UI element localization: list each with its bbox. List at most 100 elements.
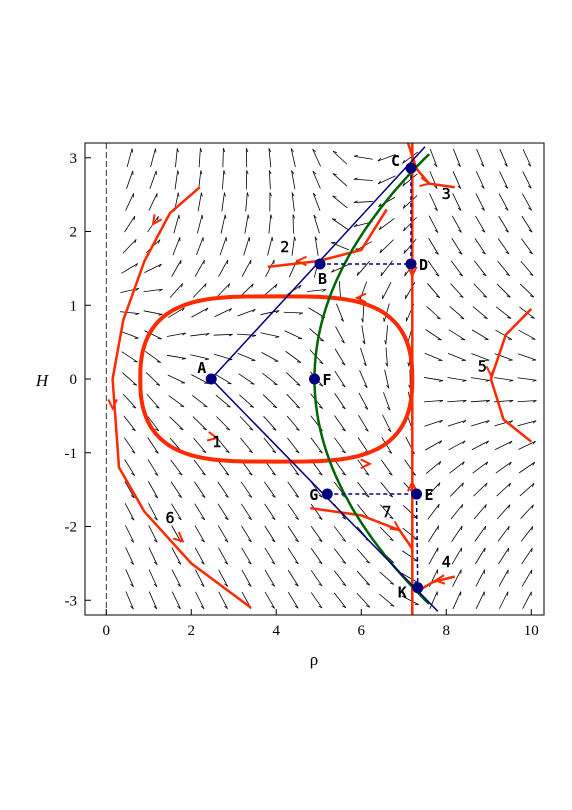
point-label-g: G (309, 486, 318, 504)
field-arrow (171, 547, 182, 565)
field-arrow (171, 259, 182, 277)
field-arrow (171, 569, 182, 587)
field-arrow-head (200, 583, 205, 587)
field-arrow (126, 170, 134, 189)
field-arrow-head (274, 284, 278, 288)
trajectory-label-4: 4 (442, 553, 451, 571)
field-arrow (476, 148, 485, 167)
field-arrow (239, 394, 254, 408)
point-label-d: D (419, 256, 428, 274)
field-arrow-head (248, 517, 252, 521)
field-arrow (377, 175, 396, 185)
field-arrow (499, 148, 508, 167)
field-arrow-head (508, 504, 511, 509)
field-arrow-head (457, 163, 461, 167)
field-arrow (334, 370, 346, 388)
field-arrow (244, 214, 249, 234)
field-arrow-head (353, 223, 358, 227)
field-arrow (175, 148, 178, 168)
field-arrow-head (331, 269, 335, 273)
x-tick-label: 0 (103, 623, 111, 639)
field-arrow-head (132, 383, 137, 386)
field-arrow (267, 236, 273, 256)
field-arrow (292, 214, 294, 234)
field-arrow-head (403, 249, 406, 254)
field-arrow-head (509, 379, 514, 382)
y-tick-label: 1 (70, 298, 78, 314)
field-arrow (191, 374, 209, 384)
field-arrow-head (342, 539, 346, 542)
field-arrow (473, 482, 488, 497)
field-arrow-head (532, 441, 536, 445)
field-arrow (143, 288, 163, 293)
field-arrow-head (459, 295, 464, 298)
field-arrow (429, 193, 438, 211)
field-arrow (362, 303, 365, 323)
field-arrow (331, 218, 349, 230)
field-arrow (358, 414, 369, 432)
field-arrow-head (380, 271, 383, 277)
field-arrow-head (181, 307, 185, 312)
field-arrow (426, 482, 441, 497)
field-arrow-head (181, 358, 186, 360)
field-arrow (517, 377, 537, 381)
field-arrow (385, 325, 389, 345)
field-arrow-head (438, 461, 442, 466)
field-arrow-head (290, 148, 294, 152)
field-arrow (218, 569, 229, 587)
field-arrow-head (322, 289, 327, 292)
field-arrow-head (155, 406, 160, 409)
field-arrow-head (460, 317, 465, 320)
field-arrow (287, 569, 299, 587)
field-arrow (287, 547, 299, 565)
field-arrow-head (341, 428, 346, 432)
field-arrow (379, 593, 395, 607)
field-arrow-head (224, 214, 227, 219)
field-arrow-head (402, 182, 406, 187)
field-arrow (120, 330, 139, 339)
field-arrow-head (312, 148, 316, 153)
field-arrow-head (403, 227, 406, 232)
field-arrow (402, 527, 418, 540)
field-arrow (124, 459, 135, 476)
field-arrow-head (504, 163, 508, 167)
field-arrow (379, 239, 394, 254)
field-arrow-head (203, 405, 208, 408)
field-arrow (146, 415, 160, 432)
field-arrow (471, 353, 490, 361)
field-arrow-head (318, 561, 323, 565)
field-arrow-head (248, 494, 253, 498)
field-arrow-head (247, 561, 252, 565)
field-arrow (148, 591, 158, 610)
field-arrow-head (356, 271, 359, 276)
y-axis-title: H (35, 371, 50, 390)
field-arrow (148, 547, 158, 565)
field-arrow (382, 414, 392, 432)
field-arrow (120, 287, 139, 294)
field-arrow (216, 437, 230, 453)
field-arrow (377, 154, 396, 162)
point-c (405, 162, 417, 174)
field-arrow (424, 419, 443, 427)
field-arrow-head (387, 406, 391, 411)
point-label-k: K (398, 584, 407, 602)
field-arrow-head (294, 561, 299, 565)
field-arrow-head (341, 340, 345, 344)
field-arrow-head (201, 539, 205, 543)
trajectory-7 (310, 506, 414, 550)
field-arrow (312, 170, 321, 189)
field-arrow-head (437, 338, 442, 341)
field-arrow-head (201, 517, 206, 521)
field-arrow-head (388, 450, 392, 454)
field-arrow (495, 306, 512, 319)
field-arrow-head (353, 177, 358, 180)
field-arrow (287, 591, 299, 609)
field-arrow-head (269, 192, 272, 197)
field-arrow (143, 310, 163, 315)
field-arrow-head (177, 170, 180, 175)
field-arrow (401, 573, 419, 584)
field-arrow (190, 354, 210, 360)
field-arrow (475, 569, 486, 587)
field-arrow-head (482, 273, 487, 277)
field-arrow (401, 550, 419, 562)
